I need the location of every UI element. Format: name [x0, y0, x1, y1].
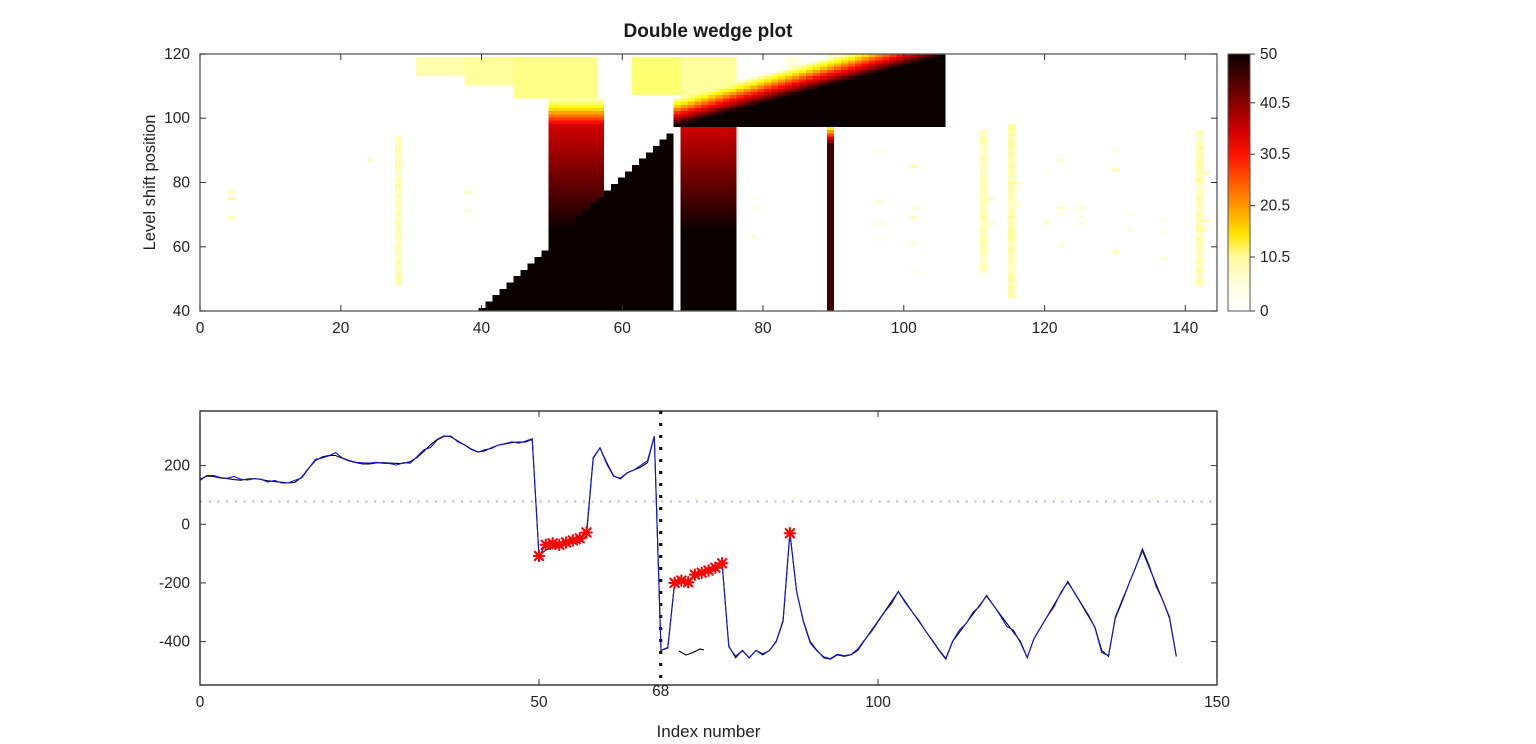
- svg-text:0: 0: [196, 694, 205, 711]
- svg-text:140: 140: [1172, 320, 1198, 337]
- svg-text:50: 50: [530, 694, 548, 711]
- svg-text:60: 60: [173, 239, 191, 256]
- svg-text:40.5: 40.5: [1260, 95, 1290, 112]
- svg-text:-400: -400: [159, 634, 190, 651]
- svg-text:100: 100: [891, 320, 917, 337]
- svg-text:60: 60: [614, 320, 632, 337]
- svg-text:Double wedge plot: Double wedge plot: [624, 21, 794, 42]
- svg-text:120: 120: [164, 46, 190, 63]
- svg-text:80: 80: [173, 175, 191, 192]
- svg-text:100: 100: [164, 110, 190, 127]
- svg-text:10.5: 10.5: [1260, 249, 1290, 266]
- svg-text:40: 40: [173, 303, 191, 320]
- svg-text:200: 200: [164, 458, 190, 475]
- svg-text:68: 68: [652, 683, 669, 700]
- svg-text:0: 0: [196, 320, 205, 337]
- svg-text:20: 20: [332, 320, 350, 337]
- svg-text:100: 100: [865, 694, 891, 711]
- svg-text:Index number: Index number: [657, 722, 761, 741]
- svg-text:Level shift position: Level shift position: [141, 115, 159, 251]
- svg-text:30.5: 30.5: [1260, 146, 1290, 163]
- svg-text:-200: -200: [159, 575, 190, 592]
- svg-text:0: 0: [1260, 303, 1269, 320]
- svg-text:0: 0: [181, 516, 190, 533]
- svg-text:40: 40: [473, 320, 491, 337]
- svg-text:20.5: 20.5: [1260, 198, 1290, 215]
- svg-text:80: 80: [754, 320, 772, 337]
- svg-text:120: 120: [1032, 320, 1058, 337]
- svg-text:150: 150: [1204, 694, 1230, 711]
- svg-text:50: 50: [1260, 46, 1278, 63]
